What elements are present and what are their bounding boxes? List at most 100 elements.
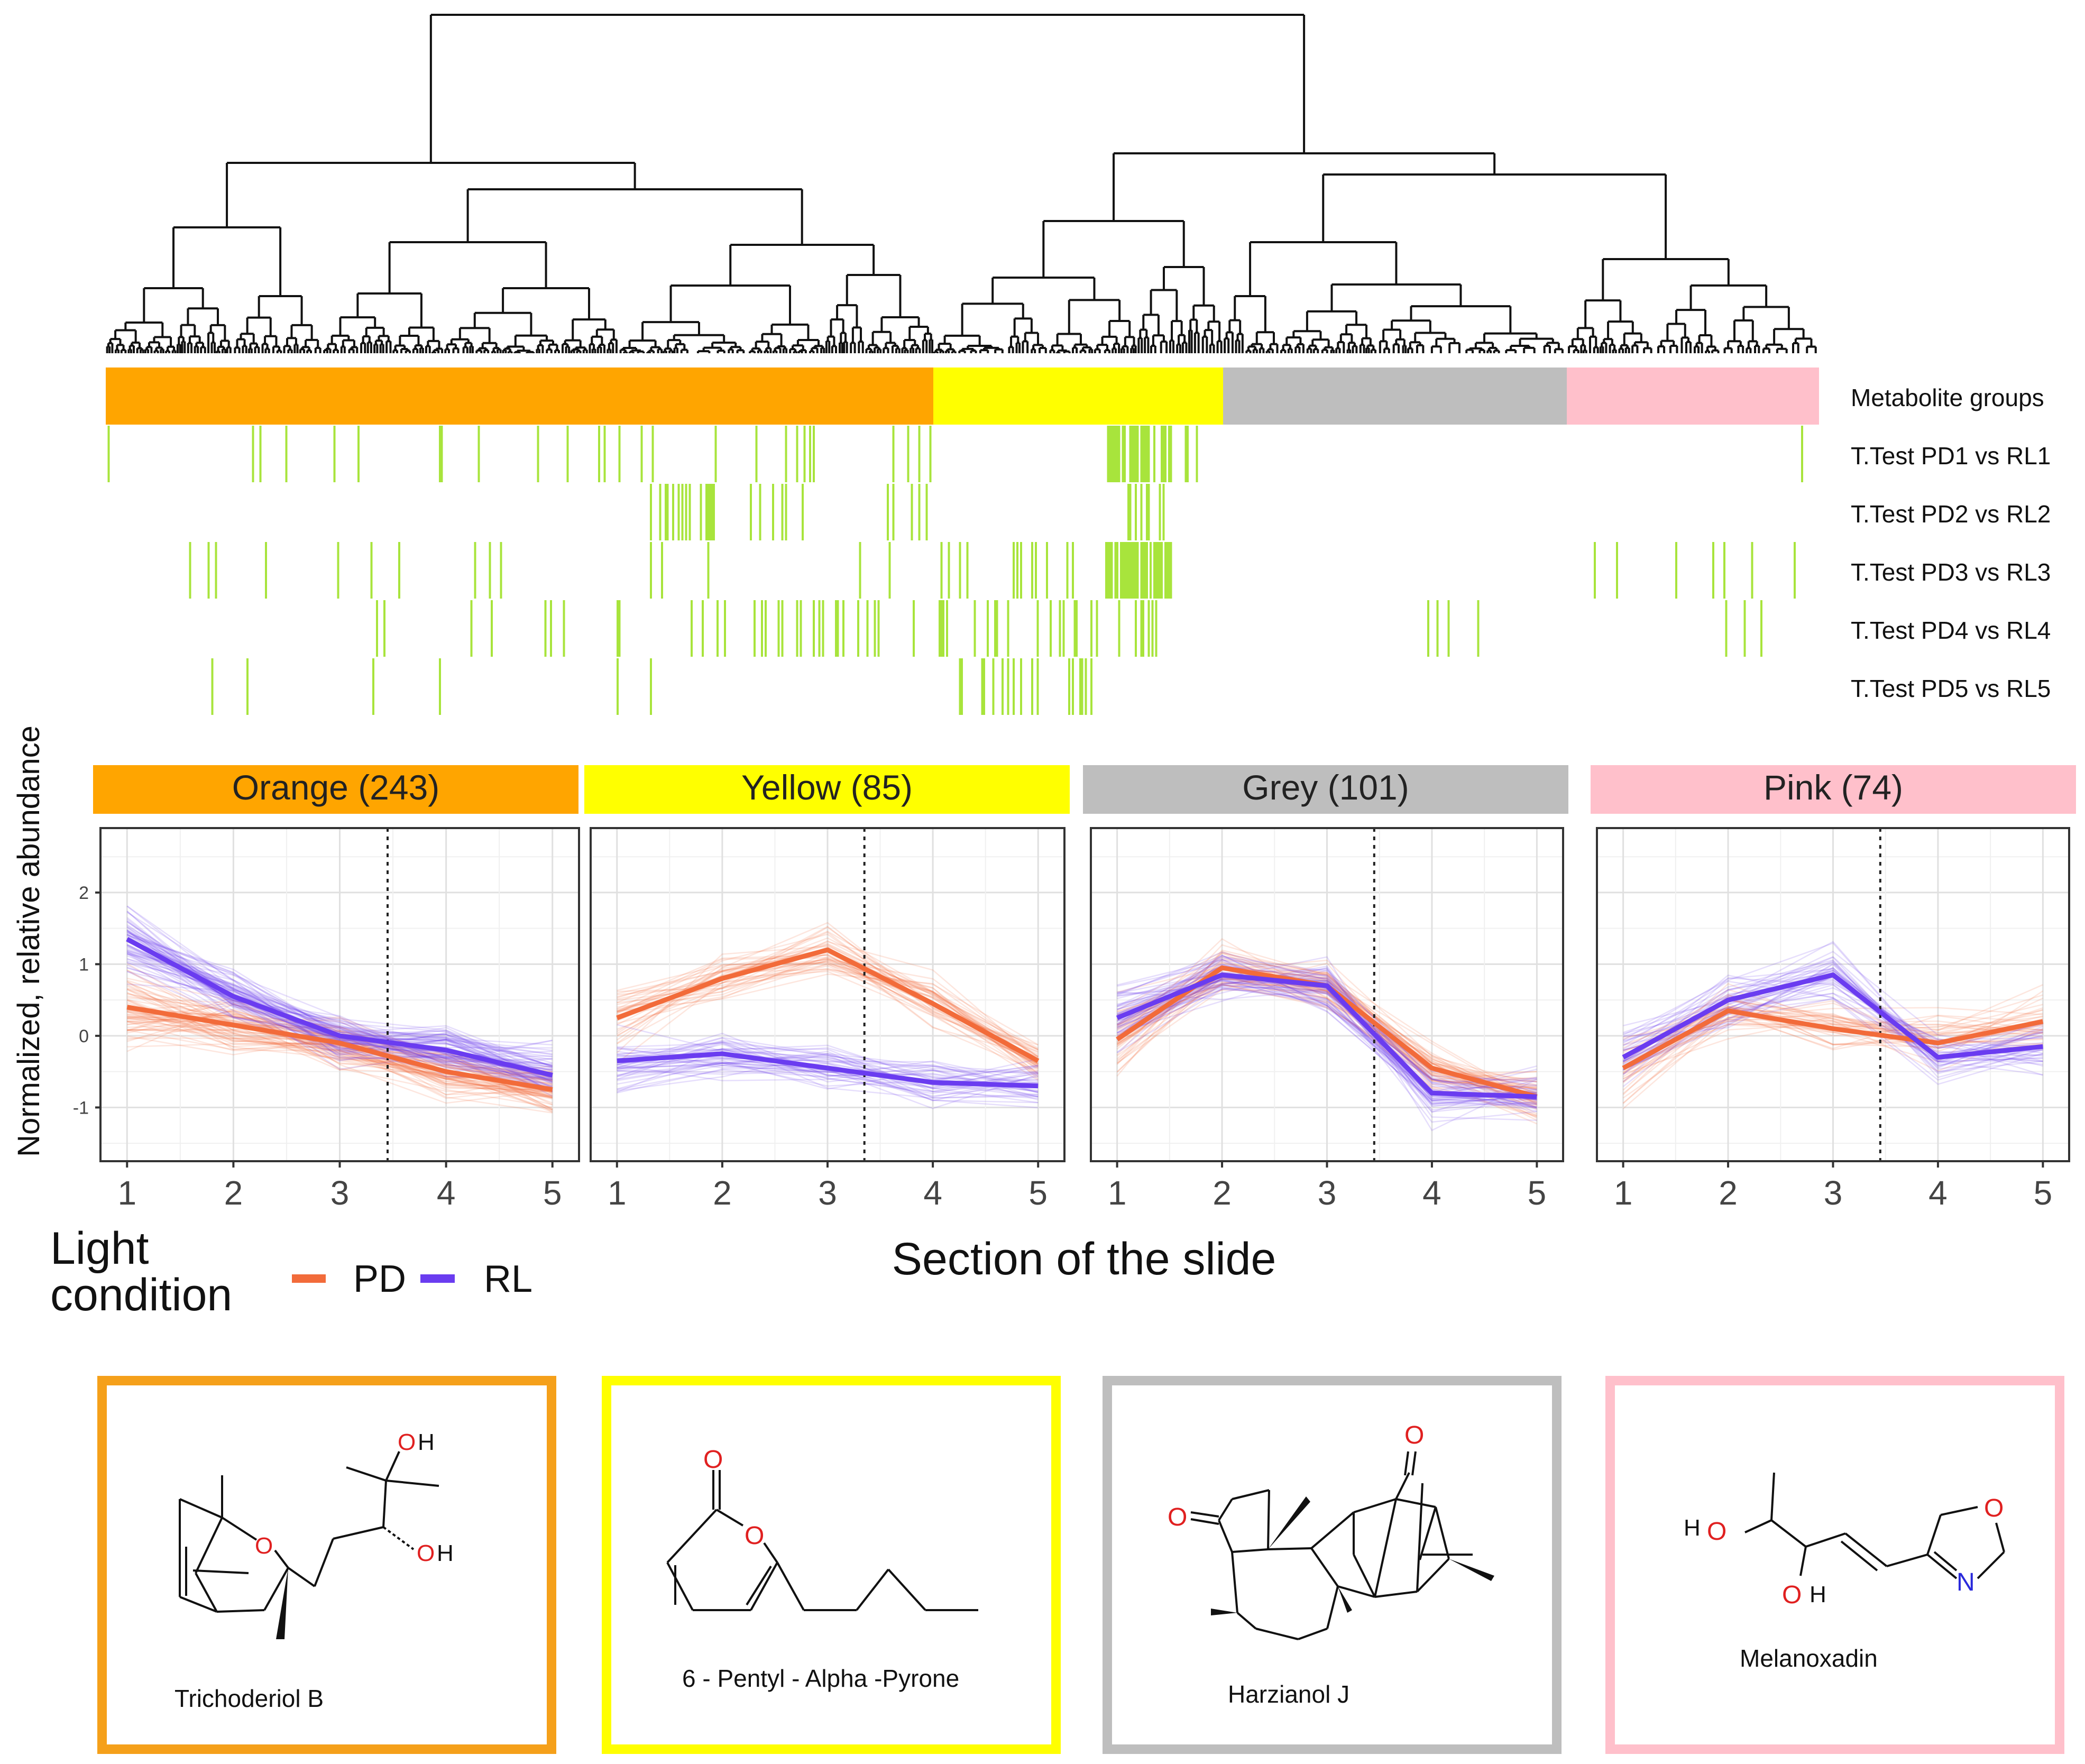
trace-rl [126,939,553,1083]
ttest-hit [1616,542,1618,599]
ttest-hit [1170,426,1172,482]
trace-pd [1117,984,1537,1100]
ttest-hit [1118,426,1120,482]
trace-pd [126,963,553,1095]
ttest-hit [1066,542,1069,599]
structure-trichoderiol-b [179,1451,439,1639]
trace-pd [1622,982,2043,1082]
mean-line-rl [617,1051,1039,1089]
trace-pd [1622,1007,2043,1094]
x-tick-label: 1 [1614,1174,1633,1212]
trace-pd [126,999,553,1079]
trace-rl [126,926,553,1073]
trace-pd [127,1016,553,1098]
trace-rl [617,1024,1039,1104]
trace-rl [1116,954,1537,1095]
ttest-hit [913,600,915,657]
ttest-hit [1035,542,1037,599]
mean-line-pd [616,947,1040,1063]
atom-h-side: H [437,1540,454,1566]
trace-pd [617,963,1039,1052]
ttest-hit [700,484,702,540]
trace-rl [617,1041,1039,1098]
trace-pd [1116,972,1537,1107]
x-tick-label: 4 [437,1174,456,1212]
trace-pd [127,999,553,1096]
trace-pd [126,981,553,1081]
ttest-hit [1116,542,1118,599]
ttest-hit [207,542,210,599]
ttest-hit [1144,426,1146,482]
x-tick-label: 3 [1824,1174,1843,1212]
trace-pd [617,959,1039,1053]
mean-line-rl [126,937,553,1078]
compound-box-orange [97,1376,556,1754]
trace-pd [1116,962,1537,1094]
compound-trichoderiol-b: O O H O H Trichoderiol B [97,1376,556,1754]
ttest-hit [1031,658,1033,715]
row-label-ttest-3: T.Test PD3 vs RL3 [1851,558,2051,586]
row-label-ttest-4: T.Test PD4 vs RL4 [1851,617,2051,644]
ttest-hit [1090,600,1092,657]
trace-pd [1622,984,2043,1074]
trace-rl [1116,963,1537,1104]
ttest-hit [1168,426,1170,482]
row-label-ttest-5: T.Test PD5 vs RL5 [1851,675,2051,702]
ttest-hit [724,600,726,657]
trace-rl [1622,971,2043,1061]
ttest-hit [750,484,752,540]
trace-rl [126,949,553,1090]
ttest-hit [617,600,619,657]
ttest-hit [1760,600,1762,657]
ttest-hit [1007,600,1009,657]
ttest-hit [672,484,674,540]
y-tick-label: 1 [79,954,89,975]
ttest-hit [107,426,110,482]
atom-o-carbonyl: O [703,1446,723,1474]
ttest-hit [765,600,767,657]
trace-rl [126,960,553,1069]
ttest-hit [1136,426,1139,482]
ttest-hit [892,484,895,540]
ttest-hit [1059,600,1061,657]
trace-rl [1622,968,2043,1074]
ttest-hit [661,542,663,599]
x-tick-label: 5 [543,1174,562,1212]
trace-pd [617,960,1039,1062]
mean-line-pd [1622,1008,2044,1070]
trace-pd [1117,977,1537,1119]
x-tick-label: 5 [1528,1174,1547,1212]
ttest-hit [1801,426,1803,482]
ttest-hit [961,658,963,715]
trace-rl [1622,975,2043,1081]
ttest-hit [1036,600,1039,657]
ttest-hit [1427,600,1429,657]
atom-o-ring: O [745,1522,764,1550]
compound-name-harzianol-j: Harzianol J [1228,1680,1349,1708]
ttest-hit [996,600,998,657]
ttest-hit [755,426,758,482]
ttest-hit [781,484,784,540]
ttest-hit [1129,542,1132,599]
trace-pd [1117,984,1537,1095]
trace-rl [1117,951,1537,1108]
trace-rl [617,1055,1039,1080]
atom-h-bottom: H [1810,1582,1826,1607]
ttest-hit [259,426,262,482]
trace-pd [126,1006,553,1076]
trace-rl [617,1041,1039,1102]
ttest-hit [666,484,669,540]
ttest-hit [1081,658,1083,715]
ttest-hit [640,426,643,482]
trace-rl [126,924,553,1092]
ttest-hit [285,426,288,482]
ttest-hit [1107,542,1109,599]
ttest-hit [796,426,798,482]
ttest-hit [813,426,815,482]
legend-label-rl: RL [484,1258,532,1300]
ttest-hit [677,484,680,540]
trace-rl [1623,951,2043,1054]
x-tick-label: 2 [713,1174,732,1212]
trace-rl [126,946,553,1077]
ttest-hit [491,600,493,657]
